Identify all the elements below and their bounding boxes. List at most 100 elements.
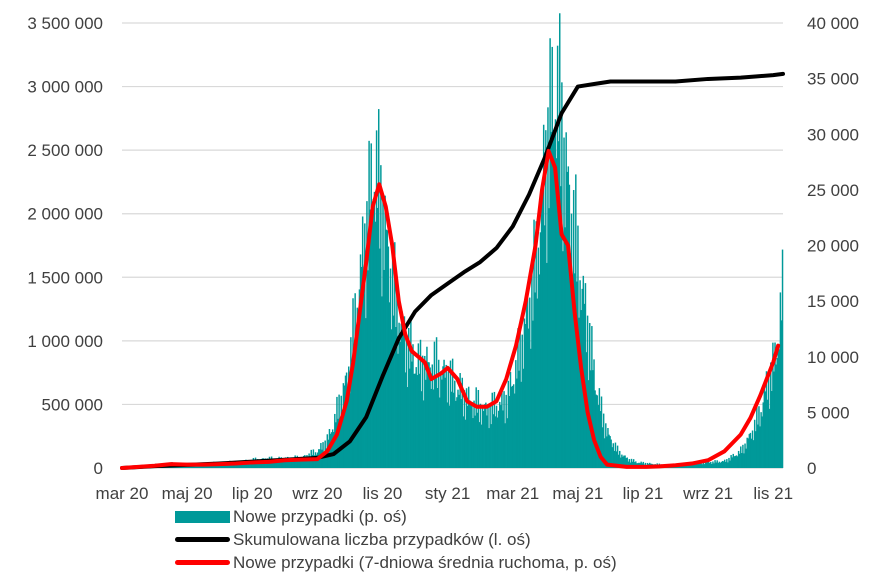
bar-daily-cases <box>439 397 441 468</box>
bar-daily-cases <box>493 391 496 468</box>
bar-daily-cases <box>708 462 711 468</box>
bar-daily-cases <box>434 378 437 468</box>
bar-daily-cases <box>409 368 411 468</box>
bar-daily-cases <box>471 406 473 468</box>
bar-daily-cases <box>696 462 698 468</box>
bar-daily-cases <box>416 375 419 468</box>
bar-daily-cases <box>539 232 542 468</box>
bar-daily-cases <box>580 310 582 468</box>
bar-daily-cases <box>598 388 601 468</box>
bar-daily-cases <box>540 187 543 468</box>
bar-daily-cases <box>560 186 562 468</box>
bar-daily-cases <box>557 141 560 468</box>
bar-daily-cases <box>753 419 756 468</box>
bar-daily-cases <box>766 399 769 468</box>
bar-daily-cases <box>279 459 281 468</box>
bar-daily-cases <box>460 399 462 468</box>
bar-daily-cases <box>714 460 716 468</box>
x-axis-tick-label: wrz 20 <box>291 484 342 503</box>
legend-label-new-cases: Nowe przypadki (p. oś) <box>233 507 407 526</box>
bar-daily-cases <box>541 197 544 468</box>
bar-daily-cases <box>426 346 428 468</box>
bar-daily-cases <box>292 457 294 468</box>
bar-daily-cases <box>746 437 748 468</box>
bar-daily-cases <box>290 459 292 468</box>
bar-daily-cases <box>689 463 692 468</box>
bar-daily-cases <box>728 457 730 468</box>
bar-daily-cases <box>720 461 723 468</box>
bar-daily-cases <box>271 460 274 468</box>
bar-daily-cases <box>244 461 246 468</box>
bar-daily-cases <box>466 405 469 468</box>
bar-daily-cases <box>594 390 596 468</box>
bar-daily-cases <box>357 322 360 468</box>
bar-daily-cases <box>534 292 536 468</box>
bar-daily-cases <box>718 461 721 468</box>
bar-daily-cases <box>703 464 706 468</box>
x-axis-tick-label: lip 21 <box>623 484 664 503</box>
bar-daily-cases <box>522 368 525 468</box>
bar-daily-cases <box>284 457 287 468</box>
bar-daily-cases <box>546 262 548 468</box>
bar-daily-cases <box>392 315 395 468</box>
bar-daily-cases <box>756 406 758 468</box>
bar-daily-cases <box>382 201 384 468</box>
bar-daily-cases <box>395 327 397 468</box>
bar-daily-cases <box>781 249 784 468</box>
bar-daily-cases <box>437 359 440 468</box>
bar-daily-cases <box>333 432 335 468</box>
bar-daily-cases <box>607 428 609 468</box>
bar-daily-cases <box>346 389 349 468</box>
bar-daily-cases <box>340 395 342 468</box>
bar-daily-cases <box>377 109 380 468</box>
bar-daily-cases <box>265 461 267 468</box>
bar-daily-cases <box>737 450 740 468</box>
bar-daily-cases <box>584 283 587 468</box>
bar-daily-cases <box>502 410 504 468</box>
bar-daily-cases <box>388 302 391 468</box>
bar-daily-cases <box>538 274 541 468</box>
bar-daily-cases <box>547 107 549 469</box>
bar-daily-cases <box>563 137 565 469</box>
bar-daily-cases <box>461 377 464 468</box>
bar-daily-cases <box>372 198 375 468</box>
right-axis-tick-label: 35 000 <box>807 70 859 89</box>
bar-daily-cases <box>424 355 426 468</box>
bar-daily-cases <box>596 395 598 468</box>
bar-daily-cases <box>751 430 754 468</box>
bar-daily-cases <box>355 347 357 468</box>
bar-daily-cases <box>549 38 551 468</box>
bar-daily-cases <box>480 424 483 468</box>
bar-daily-cases <box>365 318 367 468</box>
bar-daily-cases <box>414 373 416 468</box>
bar-daily-cases <box>715 462 717 468</box>
bar-daily-cases <box>397 353 399 468</box>
bar-daily-cases <box>402 334 405 468</box>
bar-daily-cases <box>249 462 251 468</box>
bar-daily-cases <box>200 465 202 468</box>
bar-daily-cases <box>404 372 407 468</box>
bar-daily-cases <box>482 411 485 468</box>
bar-daily-cases <box>595 394 597 468</box>
bar-daily-cases <box>623 455 625 468</box>
bar-daily-cases <box>559 13 561 469</box>
bar-daily-cases <box>520 381 522 468</box>
bar-daily-cases <box>489 404 491 468</box>
bar-daily-cases <box>410 319 412 468</box>
bar-daily-cases <box>420 391 423 468</box>
bar-daily-cases <box>608 434 610 468</box>
bar-daily-cases <box>578 317 580 468</box>
bar-daily-cases <box>525 304 528 468</box>
bar-daily-cases <box>411 361 413 468</box>
bar-daily-cases <box>495 405 498 468</box>
x-axis-tick-label: lis 21 <box>753 484 793 503</box>
bar-daily-cases <box>749 432 752 468</box>
bar-daily-cases <box>612 443 615 468</box>
bar-daily-cases <box>760 412 762 468</box>
bar-daily-cases <box>403 316 406 468</box>
bar-daily-cases <box>597 405 600 468</box>
bar-daily-cases <box>444 377 446 468</box>
bar-daily-cases <box>251 461 254 468</box>
left-axis-tick-label: 2 500 000 <box>27 141 103 160</box>
bar-daily-cases <box>282 458 285 468</box>
